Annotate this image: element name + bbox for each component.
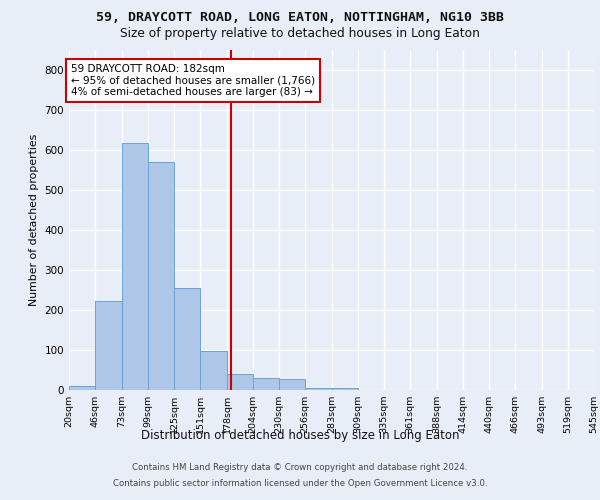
Bar (122, 143, 148, 390)
Text: Contains HM Land Registry data © Crown copyright and database right 2024.: Contains HM Land Registry data © Crown c… (132, 464, 468, 472)
Bar (332, 388, 358, 390)
Bar (95, 301, 122, 390)
Bar (148, 162, 174, 390)
Text: Size of property relative to detached houses in Long Eaton: Size of property relative to detached ho… (120, 28, 480, 40)
Text: Distribution of detached houses by size in Long Eaton: Distribution of detached houses by size … (141, 430, 459, 442)
Y-axis label: Number of detached properties: Number of detached properties (29, 134, 39, 306)
Bar (69, 386, 95, 390)
Bar (305, 388, 332, 390)
Bar (174, 288, 200, 390)
Bar (279, 379, 305, 390)
Text: 59, DRAYCOTT ROAD, LONG EATON, NOTTINGHAM, NG10 3BB: 59, DRAYCOTT ROAD, LONG EATON, NOTTINGHA… (96, 11, 504, 24)
Bar (253, 378, 279, 390)
Text: Contains public sector information licensed under the Open Government Licence v3: Contains public sector information licen… (113, 478, 487, 488)
Bar (227, 374, 253, 390)
Bar (200, 351, 227, 390)
Text: 59 DRAYCOTT ROAD: 182sqm
← 95% of detached houses are smaller (1,766)
4% of semi: 59 DRAYCOTT ROAD: 182sqm ← 95% of detach… (71, 64, 315, 97)
